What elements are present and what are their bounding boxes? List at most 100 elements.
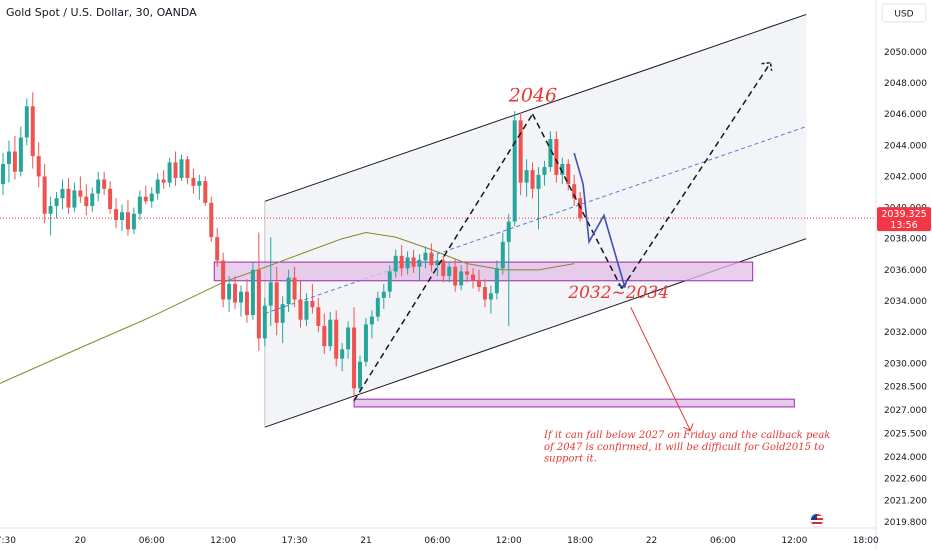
candle-body[interactable] bbox=[18, 137, 23, 172]
candle-body[interactable] bbox=[54, 198, 59, 207]
candle-body[interactable] bbox=[304, 301, 309, 320]
candle-body[interactable] bbox=[286, 277, 291, 305]
candle-body[interactable] bbox=[84, 196, 89, 207]
candle-body[interactable] bbox=[185, 159, 190, 178]
candle-body[interactable] bbox=[482, 287, 487, 300]
candle-body[interactable] bbox=[268, 282, 273, 306]
flag-icon[interactable] bbox=[809, 512, 825, 528]
candle-body[interactable] bbox=[256, 269, 261, 339]
candle-body[interactable] bbox=[340, 349, 345, 359]
note-line-3[interactable]: support it. bbox=[544, 453, 597, 464]
candle-body[interactable] bbox=[292, 277, 297, 300]
candle-body[interactable] bbox=[90, 193, 95, 207]
candle-body[interactable] bbox=[262, 305, 267, 339]
candle-body[interactable] bbox=[405, 257, 410, 269]
candle-body[interactable] bbox=[78, 190, 83, 197]
candle-body[interactable] bbox=[96, 179, 101, 194]
candle-body[interactable] bbox=[155, 179, 160, 194]
candle-body[interactable] bbox=[417, 260, 422, 267]
target-label[interactable]: 2032~2034 bbox=[567, 283, 669, 303]
candle-body[interactable] bbox=[191, 177, 196, 186]
candle-body[interactable] bbox=[239, 291, 243, 303]
candle-body[interactable] bbox=[60, 188, 65, 199]
candle-body[interactable] bbox=[369, 316, 374, 325]
candle-body[interactable] bbox=[161, 179, 166, 183]
candle-body[interactable] bbox=[488, 293, 493, 300]
currency-button[interactable] bbox=[881, 3, 927, 23]
candle-body[interactable] bbox=[114, 209, 119, 221]
candle-body[interactable] bbox=[453, 266, 458, 286]
time-axis[interactable]: 17:30 20 06:00 12:00 17:30 21 06:00 12:00 18:00 2… bbox=[0, 536, 879, 546]
candle-body[interactable] bbox=[500, 241, 505, 269]
candle-body[interactable] bbox=[125, 212, 130, 230]
candle-body[interactable] bbox=[530, 170, 535, 189]
candle-body[interactable] bbox=[560, 163, 565, 175]
candle-body[interactable] bbox=[447, 266, 452, 277]
candle-body[interactable] bbox=[358, 361, 362, 389]
candle-body[interactable] bbox=[149, 193, 154, 202]
candle-body[interactable] bbox=[102, 179, 107, 189]
parallel-channel[interactable] bbox=[264, 14, 807, 428]
candle-body[interactable] bbox=[399, 255, 404, 269]
candle-body[interactable] bbox=[24, 106, 29, 138]
candle-body[interactable] bbox=[548, 139, 553, 168]
candle-body[interactable] bbox=[197, 181, 202, 186]
candle-body[interactable] bbox=[316, 307, 321, 326]
candle-body[interactable] bbox=[477, 280, 481, 287]
channel-median-line[interactable] bbox=[264, 126, 807, 314]
candle-body[interactable] bbox=[352, 327, 357, 389]
candle-body[interactable] bbox=[36, 156, 41, 177]
candle-body[interactable] bbox=[120, 212, 124, 221]
projection-dashed-down[interactable] bbox=[531, 113, 623, 289]
candle-body[interactable] bbox=[72, 190, 77, 208]
candle-body[interactable] bbox=[298, 299, 303, 320]
note-line-2[interactable]: of 2047 is confirmed, it will be difficu… bbox=[544, 442, 824, 453]
candle-body[interactable] bbox=[233, 283, 238, 303]
candle-body[interactable] bbox=[328, 319, 333, 347]
candle-body[interactable] bbox=[572, 184, 577, 199]
candle-body[interactable] bbox=[12, 151, 17, 172]
candle-body[interactable] bbox=[411, 257, 416, 267]
candle-body[interactable] bbox=[30, 106, 35, 157]
candle-body[interactable] bbox=[179, 159, 184, 178]
candle-body[interactable] bbox=[346, 327, 351, 350]
candle-body[interactable] bbox=[375, 297, 380, 317]
price-axis[interactable]: 2050.000 2048.000 2046.000 2044.000 2042.000… bbox=[884, 48, 927, 528]
candle-body[interactable] bbox=[381, 291, 386, 298]
projection-dashed-up[interactable] bbox=[353, 113, 534, 402]
channel-upper-line[interactable] bbox=[264, 13, 807, 202]
candle-body[interactable] bbox=[167, 162, 172, 183]
candle-body[interactable] bbox=[137, 196, 142, 214]
candle-body[interactable] bbox=[542, 167, 547, 175]
candle-body[interactable] bbox=[518, 120, 523, 183]
candle-body[interactable] bbox=[512, 120, 517, 222]
candle-body[interactable] bbox=[435, 260, 440, 266]
candle-body[interactable] bbox=[280, 304, 285, 323]
candle-body[interactable] bbox=[310, 301, 315, 308]
candle-body[interactable] bbox=[322, 325, 327, 347]
candle-body[interactable] bbox=[334, 319, 339, 359]
candle-body[interactable] bbox=[108, 188, 113, 210]
candle-body[interactable] bbox=[48, 206, 53, 214]
candle-body[interactable] bbox=[131, 213, 136, 230]
candle-body[interactable] bbox=[363, 324, 368, 362]
candle-body[interactable] bbox=[459, 271, 464, 286]
candle-body[interactable] bbox=[524, 170, 529, 183]
peak-label[interactable]: 2046 bbox=[508, 85, 557, 107]
candle-body[interactable] bbox=[42, 176, 47, 214]
candle-body[interactable] bbox=[1, 163, 5, 185]
candle-body[interactable] bbox=[274, 282, 279, 323]
candle-body[interactable] bbox=[244, 291, 249, 316]
candle-body[interactable] bbox=[209, 202, 214, 238]
candle-body[interactable] bbox=[250, 269, 255, 316]
candle-body[interactable] bbox=[506, 221, 511, 242]
candle-body[interactable] bbox=[6, 151, 11, 164]
candle-body[interactable] bbox=[215, 237, 220, 261]
candle-body[interactable] bbox=[143, 196, 148, 202]
support-zone-lower[interactable] bbox=[353, 398, 795, 408]
candle-body[interactable] bbox=[494, 268, 499, 294]
note-line-1[interactable]: If it can fall below 2027 on Friday and … bbox=[543, 430, 830, 441]
candle-body[interactable] bbox=[471, 274, 476, 281]
candle-body[interactable] bbox=[566, 163, 571, 185]
